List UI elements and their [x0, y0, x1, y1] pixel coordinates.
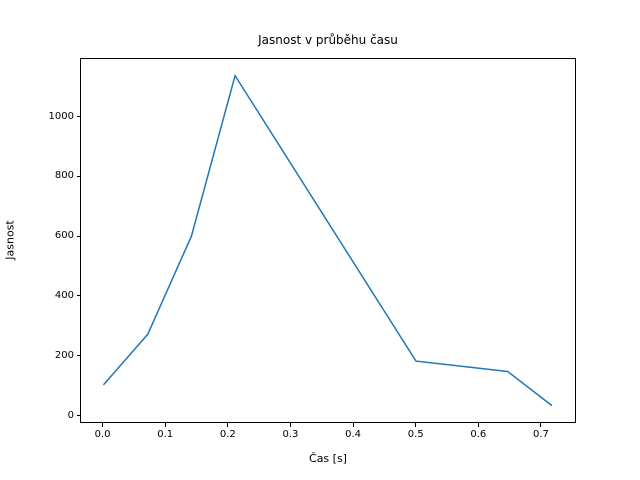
- x-tick-label: 0.4: [345, 429, 361, 440]
- x-tick-label: 0.1: [157, 429, 174, 440]
- x-tick-label: 0.5: [407, 429, 424, 440]
- x-tick-label: 0.6: [470, 429, 487, 440]
- x-tick-mark: [164, 423, 166, 427]
- y-tick-label: 0: [67, 409, 74, 421]
- x-tick-mark: [352, 423, 354, 427]
- x-tick-label: 0.3: [282, 429, 299, 440]
- data-series-line: [102, 73, 553, 407]
- x-tick-label: 0.7: [532, 429, 549, 440]
- y-tick-label: 800: [54, 170, 74, 182]
- x-tick-mark: [227, 423, 229, 427]
- y-tick-mark: [76, 116, 80, 118]
- y-tick-label: 1000: [48, 110, 74, 122]
- x-tick-mark: [477, 423, 479, 427]
- y-axis-label: Jasnost: [3, 220, 17, 260]
- y-tick-label: 600: [54, 230, 74, 242]
- y-tick-mark: [76, 175, 80, 177]
- y-tick-mark: [76, 355, 80, 357]
- plot-axes: [80, 58, 576, 423]
- y-tick-label: 200: [54, 349, 74, 361]
- y-tick-mark: [76, 235, 80, 237]
- line-plot: [102, 73, 553, 407]
- x-tick-mark: [289, 423, 291, 427]
- y-tick-mark: [76, 415, 80, 417]
- chart-title: Jasnost v průběhu času: [258, 33, 398, 47]
- y-tick-label: 400: [54, 289, 74, 301]
- x-axis-label: Čas [s]: [309, 452, 347, 465]
- x-tick-label: 0.0: [94, 429, 111, 440]
- x-tick-mark: [102, 423, 104, 427]
- y-tick-mark: [76, 295, 80, 297]
- x-tick-label: 0.2: [219, 429, 236, 440]
- x-tick-mark: [415, 423, 417, 427]
- x-tick-mark: [540, 423, 542, 427]
